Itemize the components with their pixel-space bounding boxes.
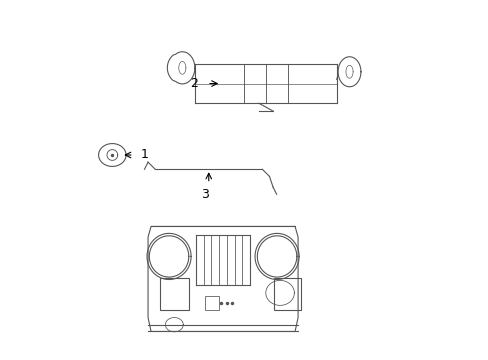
- Text: 3: 3: [201, 188, 209, 201]
- Bar: [160, 278, 188, 310]
- Bar: [273, 278, 300, 310]
- Text: 2: 2: [190, 77, 198, 90]
- Text: 1: 1: [141, 148, 148, 162]
- Bar: [205, 296, 219, 310]
